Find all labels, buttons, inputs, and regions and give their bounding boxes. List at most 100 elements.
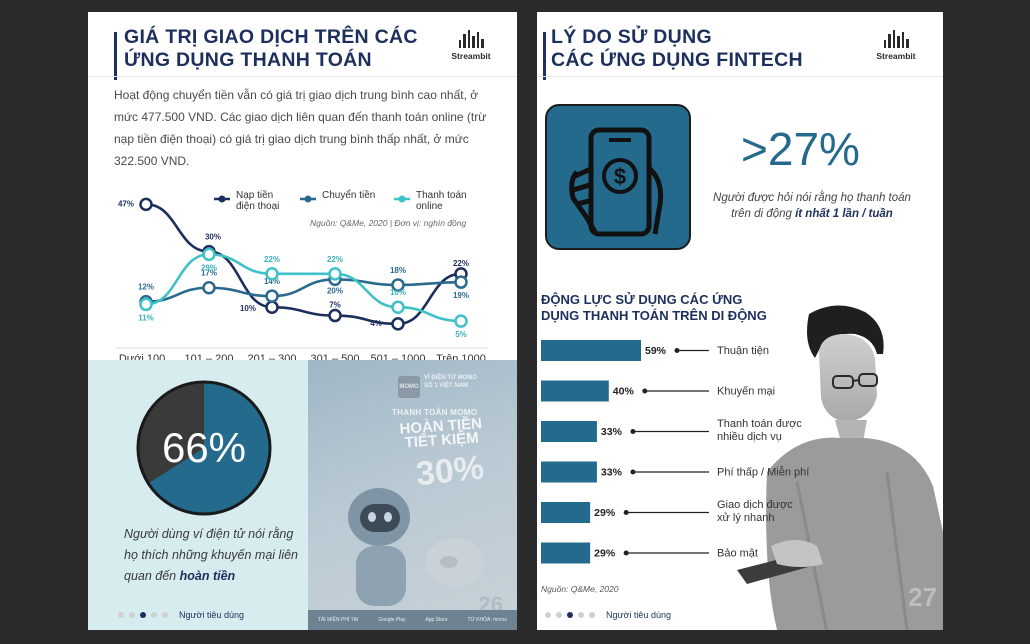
header-divider xyxy=(537,76,943,77)
momo-tagline-2: SỐ 1 VIỆT NAM xyxy=(424,383,469,389)
robot-eye xyxy=(368,512,376,522)
mobile-payment-card: $ xyxy=(545,104,691,250)
app-store-badge[interactable]: App Store xyxy=(425,617,448,623)
data-label: 11% xyxy=(138,313,154,322)
legend-marker xyxy=(218,195,226,203)
momo-tagline: VÍ ĐIỆN TỬ MOMO SỐ 1 VIỆT NAM xyxy=(424,374,477,390)
pager-dot[interactable] xyxy=(578,612,584,618)
data-point xyxy=(454,314,468,328)
data-point xyxy=(265,300,279,314)
leader-dot xyxy=(623,510,629,515)
bar-value-label: 33% xyxy=(601,467,623,479)
data-label: 29% xyxy=(201,263,217,272)
pie-value-label: 66% xyxy=(161,424,247,471)
pager-dot[interactable] xyxy=(129,612,135,618)
svg-text:$: $ xyxy=(614,164,626,189)
data-label: 7% xyxy=(329,301,341,310)
data-point xyxy=(202,247,216,262)
pager-dot[interactable] xyxy=(162,612,168,618)
leader-dot xyxy=(623,550,629,556)
bar-category-label: Bảo mật xyxy=(717,548,758,560)
legend-label: Chuyển tiền xyxy=(322,189,375,201)
pie-outline xyxy=(136,380,272,516)
stat-description: Người được hỏi nói rằng họ thanh toán tr… xyxy=(705,190,919,222)
footer-item: TẢI MIỄN PHÍ TẠI xyxy=(317,617,359,623)
pie-desc-bold: hoàn tiền xyxy=(179,569,236,583)
bar-category-label: nhiều dịch vụ xyxy=(717,431,782,443)
bar xyxy=(541,380,609,402)
pager-right: Người tiêu dùng xyxy=(545,610,671,620)
page-title: GIÁ TRỊ GIAO DỊCH TRÊN CÁC ỨNG DỤNG THAN… xyxy=(124,26,418,72)
data-point xyxy=(391,317,405,331)
data-label: 10% xyxy=(390,288,406,297)
data-label: 5% xyxy=(455,330,467,339)
momo-promo-2: TIẾT KIỆM xyxy=(404,429,480,452)
pager-dot[interactable] xyxy=(118,612,124,618)
bar xyxy=(541,542,591,564)
section-heading-line1: ĐỘNG LỰC SỬ DỤNG CÁC ỨNG xyxy=(541,292,743,307)
bar xyxy=(541,340,641,361)
data-label: 14% xyxy=(264,277,280,286)
bar-value-label: 29% xyxy=(594,548,616,560)
bar xyxy=(541,502,591,523)
data-label: 22% xyxy=(453,259,469,268)
google-play-badge[interactable]: Google Play xyxy=(378,617,406,623)
data-point xyxy=(139,297,153,312)
data-label: 17% xyxy=(201,269,217,278)
pie-slice-main xyxy=(148,382,270,514)
footer-item: TỪ KHÓA: momo xyxy=(467,617,508,623)
source-note: Nguồn: Q&Me, 2020 xyxy=(541,584,619,594)
data-label: 18% xyxy=(390,266,406,275)
data-point xyxy=(139,197,153,212)
legend-marker xyxy=(304,195,312,203)
title-accent-bar xyxy=(543,32,546,80)
legend-label: điện thoại xyxy=(236,201,279,212)
data-point xyxy=(391,300,405,314)
data-label: 30% xyxy=(205,233,221,242)
pager-dot[interactable] xyxy=(545,612,551,618)
motivation-bar-chart: 59% Thuận tiện 40% Khuyến mại 33% Thanh toán … xyxy=(541,340,809,564)
section-heading: ĐỘNG LỰC SỬ DỤNG CÁC ỨNG DỤNG THANH TOÁN… xyxy=(541,292,767,324)
page-title-line2: ỨNG DỤNG THANH TOÁN xyxy=(124,49,372,71)
pager-dot[interactable] xyxy=(556,612,562,618)
bar-value-label: 29% xyxy=(594,507,616,519)
section-heading-line2: DỤNG THANH TOÁN TRÊN DI ĐỘNG xyxy=(541,308,767,323)
data-label: 20% xyxy=(327,286,343,295)
pager-dot[interactable] xyxy=(151,612,157,618)
bar xyxy=(541,421,597,442)
stat-value: >27% xyxy=(741,123,860,175)
pager-dot-active[interactable] xyxy=(140,612,146,618)
piggy-snout xyxy=(440,556,458,568)
bar-category-label: Giao dịch được xyxy=(717,499,793,511)
chart-source: Nguồn: Q&Me, 2020 | Đơn vị: nghìn đồng xyxy=(310,218,466,228)
data-label: 10% xyxy=(240,304,256,313)
momo-tagline-1: VÍ ĐIỆN TỬ MOMO xyxy=(424,375,477,381)
brand-bars-icon xyxy=(436,30,506,48)
brand-name: Streambit xyxy=(876,51,916,61)
momo-promo-value: 30% xyxy=(414,448,486,494)
robot-body xyxy=(356,546,406,606)
pager-dot-active[interactable] xyxy=(567,612,573,618)
pager-label: Người tiêu dùng xyxy=(179,610,244,620)
bar-category-label: Thanh toán được xyxy=(717,418,802,430)
bar-category-label: Phí thấp / Miễn phí xyxy=(717,466,809,479)
bar-value-label: 33% xyxy=(601,426,623,438)
leader-dot xyxy=(674,348,680,353)
series-line xyxy=(145,203,462,326)
header-divider xyxy=(88,76,517,77)
legend-label: Thanh toán xyxy=(416,190,467,201)
robot-face xyxy=(360,504,400,532)
leader-dot xyxy=(630,469,636,475)
pager-dot[interactable] xyxy=(589,612,595,618)
phone-dollar-icon: $ xyxy=(569,127,664,237)
leader-dot xyxy=(630,429,636,434)
momo-heading: THANH TOÁN MOMO xyxy=(392,408,478,417)
title-accent-bar xyxy=(114,32,117,80)
data-label: 22% xyxy=(327,255,343,264)
data-point xyxy=(391,278,405,292)
data-point xyxy=(265,289,279,303)
brand-logo: Streambit xyxy=(436,30,506,61)
page-number-right: 27 xyxy=(908,582,937,612)
bar-value-label: 59% xyxy=(645,345,667,357)
